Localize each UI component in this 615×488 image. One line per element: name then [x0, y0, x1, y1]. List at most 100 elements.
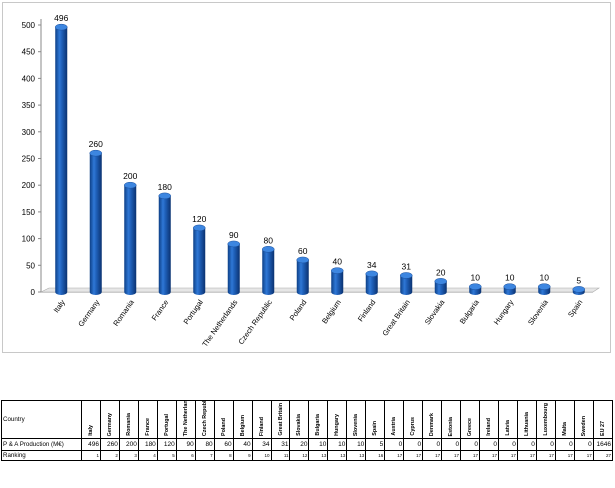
table-column-header: Bulgaria: [308, 400, 329, 439]
bar: [296, 256, 309, 295]
table-cell: 8: [213, 450, 234, 461]
bar-top: [331, 267, 344, 274]
x-tick-label: Romania: [111, 297, 136, 327]
table-cell: 0: [441, 438, 462, 451]
x-tick-label: The Netherlands: [200, 298, 239, 349]
table-column-label: Slovakia: [296, 414, 303, 436]
table-column-header: Estonia: [441, 400, 462, 439]
data-label: 180: [158, 182, 172, 192]
table-column-label: Germany: [106, 412, 113, 436]
table-column-header: Slovenia: [346, 400, 367, 439]
table-column-header: Ireland: [479, 400, 499, 439]
x-tick-label: Germany: [76, 298, 101, 329]
table-column-label: Luxembourg: [542, 403, 549, 436]
table-cell: 0: [535, 438, 556, 451]
table-column-label: Italy: [87, 425, 94, 436]
table-cell: 17: [479, 450, 499, 461]
table-column-label: The Netherlands: [182, 400, 189, 437]
table-column-label: Finland: [258, 416, 265, 436]
bar-top: [503, 283, 516, 290]
bar: [434, 278, 447, 295]
table-column-header: Poland: [213, 400, 234, 439]
table-header-row: Country Italy Germany Romania France Portugal…: [1, 400, 614, 439]
table-cell: 13: [327, 450, 348, 461]
table-cell: 80: [194, 438, 215, 451]
data-label: 10: [540, 273, 550, 283]
table-column-header: Malta: [554, 400, 575, 439]
table-cell: 0: [384, 438, 405, 451]
y-tick-label: 400: [22, 74, 36, 83]
table-cell: 10: [251, 450, 272, 461]
table-cell: 17: [497, 450, 518, 461]
bar-body: [158, 195, 171, 295]
table-cell: 10: [346, 438, 367, 451]
table-column-header: Belgium: [232, 400, 253, 439]
x-tick-label: Belgium: [320, 298, 343, 325]
table-column-header: Lithuania: [516, 400, 537, 439]
table-cell: 9: [232, 450, 253, 461]
bar-body: [365, 273, 378, 295]
bar: [503, 283, 516, 295]
table-cell: 13: [346, 450, 367, 461]
table-header-label: Country: [1, 400, 82, 439]
bar-top: [400, 272, 413, 279]
table-cell: 34: [251, 438, 272, 451]
x-tick-label: Italy: [52, 298, 67, 315]
x-tick-label: Slovakia: [423, 297, 447, 326]
table-cell: 11: [270, 450, 291, 461]
x-tick-label: Finland: [356, 298, 377, 323]
table-cell: 12: [289, 450, 310, 461]
table-column-header: EU 27: [592, 400, 614, 439]
table-row-label: Ranking: [1, 450, 82, 461]
data-label: 60: [298, 246, 308, 256]
table-cell: 120: [156, 438, 177, 451]
bar: [193, 224, 206, 295]
table-cell: 4: [137, 450, 158, 461]
table-column-header: Portugal: [156, 400, 177, 439]
table-column-header: Spain: [365, 400, 386, 439]
x-tick-label: Spain: [566, 298, 584, 319]
table-column-header: Italy: [81, 400, 101, 439]
table-column-label: Sweden: [580, 415, 587, 436]
table-cell: 0: [554, 438, 575, 451]
chart-axes: 0 50 100 150 200 250 300 350 400 450 500: [22, 19, 600, 297]
bar-top: [365, 270, 378, 278]
table-column-label: Portugal: [163, 414, 170, 436]
table-cell: 17: [554, 450, 575, 461]
table-cell: 10: [327, 438, 348, 451]
table-column-header: Austria: [384, 400, 405, 439]
table-cell: 0: [479, 438, 499, 451]
table-column-header: Great Britain: [270, 400, 291, 439]
data-label: 10: [471, 273, 481, 283]
data-label: 90: [229, 230, 239, 240]
table-column-header: Sweden: [573, 400, 594, 439]
table-cell: 31: [270, 438, 291, 451]
table-cell: 17: [441, 450, 462, 461]
bar-top: [434, 278, 447, 285]
bar-body: [262, 249, 275, 295]
data-label: 40: [333, 257, 343, 267]
table-column-label: Hungary: [334, 414, 341, 436]
bar: [89, 149, 102, 295]
table-column-header: Slovakia: [289, 400, 310, 439]
bar-top: [227, 240, 240, 248]
table-column-label: Romania: [125, 413, 132, 436]
table-column-label: Great Britain: [277, 403, 284, 436]
table-column-header: Germany: [99, 400, 120, 439]
chart-frame: 0 50 100 150 200 250 300 350 400 450 500 496 Italy 2…: [2, 2, 611, 353]
x-tick-label: Czech Republic: [236, 298, 274, 346]
table-column-label: Austria: [391, 417, 398, 436]
bar-body: [55, 27, 68, 296]
table-column-header: Finland: [251, 400, 272, 439]
data-label: 5: [576, 275, 581, 285]
table-cell: 13: [308, 450, 329, 461]
bar: [262, 246, 275, 295]
x-tick-label: Portugal: [181, 298, 205, 326]
table-cell: 3: [118, 450, 139, 461]
table-row-label: P & A Production (M€): [1, 438, 82, 451]
table-column-header: Denmark: [422, 400, 443, 439]
bar-body: [434, 281, 447, 295]
table-column-header: Hungary: [327, 400, 348, 439]
bar-top: [469, 283, 482, 290]
table-row: Ranking 1 2 3 4 5 6 7 8 9 10 11 12 13 13 13 16 17 17 17 17 17…: [1, 450, 614, 461]
